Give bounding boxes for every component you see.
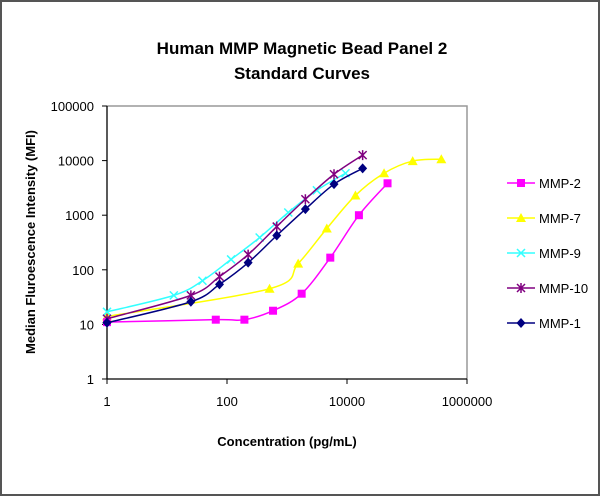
y-tick-label: 10: [80, 317, 94, 332]
data-point: [169, 290, 179, 300]
data-point: [300, 194, 310, 205]
legend-item-mmp-7: MMP-7: [507, 211, 581, 226]
legend-label: MMP-9: [539, 246, 581, 261]
legend-item-mmp-1: MMP-1: [507, 316, 581, 331]
data-point: [283, 207, 293, 218]
x-axis-label: Concentration (pg/mL): [217, 434, 356, 449]
data-point: [300, 204, 310, 215]
series-mmp-9: [102, 168, 351, 317]
series-line: [106, 172, 346, 313]
series-line: [106, 158, 442, 318]
data-point: [358, 163, 368, 174]
x-tick-label: 10000: [329, 394, 365, 409]
legend-item-mmp-9: MMP-9: [507, 246, 581, 261]
legend-label: MMP-10: [539, 281, 588, 296]
data-point: [326, 253, 335, 262]
data-point: [272, 230, 282, 241]
legend-label: MMP-1: [539, 316, 581, 331]
chart-title-line-2: Standard Curves: [234, 64, 370, 83]
data-point: [226, 254, 236, 264]
data-point: [240, 315, 249, 324]
series-mmp-1: [102, 163, 368, 328]
data-point: [215, 279, 225, 290]
data-point: [350, 190, 361, 200]
legend-item-mmp-10: MMP-10: [507, 281, 588, 296]
data-point: [379, 168, 390, 178]
legend-marker: [516, 283, 526, 293]
data-point: [211, 315, 220, 324]
data-point: [102, 307, 112, 317]
plot-area-border: [107, 105, 468, 379]
legend-label: MMP-7: [539, 211, 581, 226]
data-point: [407, 156, 418, 166]
data-point: [312, 185, 322, 195]
series-line: [106, 154, 364, 320]
data-point: [102, 317, 112, 328]
series-line: [106, 167, 364, 324]
y-axis-label: Median Fluroescence Intensity (MFI): [23, 130, 38, 354]
data-point: [269, 306, 278, 315]
x-tick-label: 100: [216, 394, 238, 409]
y-tick-label: 10000: [58, 154, 94, 169]
chart-title-line-1: Human MMP Magnetic Bead Panel 2: [157, 39, 448, 58]
x-tick-label: 1: [103, 394, 110, 409]
data-point: [321, 223, 332, 233]
legend-label: MMP-2: [539, 176, 581, 191]
data-point: [329, 179, 339, 190]
data-point: [436, 154, 447, 164]
y-tick-label: 1: [87, 372, 94, 387]
legend-marker: [517, 179, 525, 187]
data-point: [329, 169, 339, 180]
data-point: [383, 179, 392, 188]
legend-marker: [516, 318, 526, 328]
data-point: [293, 258, 304, 268]
legend-marker: [516, 213, 526, 222]
data-point: [358, 150, 368, 161]
data-point: [264, 283, 275, 293]
series-mmp-10: [102, 150, 368, 324]
data-point: [354, 211, 363, 220]
y-tick-label: 1000: [65, 208, 94, 223]
series-mmp-2: [103, 179, 392, 327]
y-tick-label: 100: [72, 263, 94, 278]
legend: MMP-2 MMP-7 MMP-9 MMP-10 MMP-1: [507, 176, 588, 331]
data-point: [243, 257, 253, 268]
legend-marker: [516, 248, 526, 258]
y-tick-label: 100000: [51, 99, 94, 114]
x-tick-label: 1000000: [442, 394, 493, 409]
data-point: [186, 296, 196, 307]
data-point: [297, 289, 306, 298]
data-point: [197, 276, 207, 286]
data-point: [272, 221, 282, 232]
legend-item-mmp-2: MMP-2: [507, 176, 581, 191]
